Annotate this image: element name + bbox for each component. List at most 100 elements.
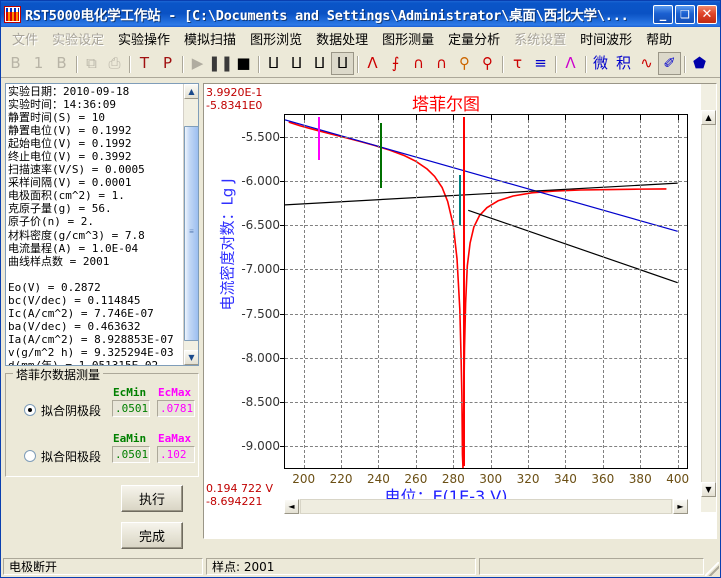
menu-item-6[interactable]: 图形测量 [375, 27, 441, 50]
eamin-input[interactable]: .0501 [112, 446, 150, 463]
electrode-icon[interactable]: ⬟ [688, 52, 711, 75]
resize-grip-icon[interactable] [705, 562, 719, 576]
x-tick-mark [528, 115, 529, 120]
info-line: 扫描速率(V/S) = 0.0005 [8, 163, 182, 176]
menu-item-4[interactable]: 图形浏览 [243, 27, 309, 50]
menu-item-7[interactable]: 定量分析 [441, 27, 507, 50]
x-tick-mark [603, 115, 604, 120]
chart-horizontal-scrollbar[interactable]: ◄ ► [284, 499, 688, 514]
info-vertical-scrollbar[interactable]: ▲ ▼ [183, 84, 198, 365]
menu-item-9[interactable]: 时间波形 [573, 27, 639, 50]
open-file-icon[interactable]: ὜1 [27, 52, 50, 75]
baseline-icon[interactable]: ⨍ [384, 52, 407, 75]
y-tick-mark [280, 225, 285, 226]
grid-line-vertical [603, 115, 604, 468]
copy-icon[interactable]: ⧉ [80, 52, 103, 75]
electrode-icon-glyph: ⬟ [693, 56, 706, 71]
smooth-icon[interactable]: ∿ [635, 52, 658, 75]
execute-button[interactable]: 执行 [121, 485, 183, 512]
menu-item-10[interactable]: 帮助 [639, 27, 679, 50]
magenta-cursor[interactable] [318, 117, 320, 160]
zoom-in-icon-glyph: ⚲ [482, 56, 493, 71]
y-tick-mark [280, 358, 285, 359]
info-line: 静置电位(V) = 0.1992 [8, 124, 182, 137]
axis-plus-plus-icon[interactable]: ⨿ [331, 52, 354, 75]
chart-plot-area[interactable]: 200 220 240 260 280 300 320 340 360 380 400 -5.500 -… [284, 114, 688, 469]
stop-icon-glyph: ■ [236, 56, 250, 71]
data-table-icon[interactable]: ≡ [529, 52, 552, 75]
grid-line-vertical [341, 115, 342, 468]
green-cursor[interactable] [380, 123, 382, 187]
x-tick-label: 360 [591, 472, 614, 486]
x-tick-label: 320 [517, 472, 540, 486]
curve-fit-icon-glyph: τ [513, 56, 522, 71]
info-line: 曲线样点数 = 2001 [8, 255, 182, 268]
axis-minus-minus-icon-glyph: ⨿ [268, 56, 279, 71]
chart-scroll-left-icon[interactable]: ◄ [284, 499, 299, 514]
differential-icon[interactable]: 微 [589, 52, 612, 75]
chart-scroll-right-icon[interactable]: ► [673, 499, 688, 514]
scroll-down-icon[interactable]: ▼ [184, 350, 199, 365]
single-peak-icon[interactable]: ∩ [430, 52, 453, 75]
peak-mark-icon[interactable]: Λ [361, 52, 384, 75]
axis-x-plus-icon[interactable]: ⨿ [308, 52, 331, 75]
maximize-button[interactable]: ❑ [675, 5, 695, 24]
multi-peak-icon-glyph: Λ [565, 56, 575, 71]
data-table-icon-glyph: ≡ [534, 56, 547, 71]
teal-cursor[interactable] [459, 175, 461, 225]
close-icon: ✕ [698, 8, 716, 21]
run-icon[interactable]: ▶ [186, 52, 209, 75]
zoom-out-icon[interactable]: ⚲ [453, 52, 476, 75]
grid-line-horizontal [285, 446, 687, 447]
stop-icon[interactable]: ■ [232, 52, 255, 75]
print-icon[interactable]: ⎙ [103, 52, 126, 75]
scroll-thumb[interactable] [184, 126, 199, 341]
integral-icon[interactable]: 积 [612, 52, 635, 75]
peak-mark-icon-glyph: Λ [367, 56, 377, 71]
menu-item-3[interactable]: 模拟扫描 [177, 27, 243, 50]
y-tick-mark [280, 181, 285, 182]
curve-fit-icon[interactable]: τ [506, 52, 529, 75]
save-file-icon[interactable]: ὚B [50, 52, 73, 75]
text-tool-icon[interactable]: T [133, 52, 156, 75]
x-tick-label: 400 [666, 472, 689, 486]
menu-item-5[interactable]: 数据处理 [309, 27, 375, 50]
minimize-button[interactable]: _ [653, 5, 673, 24]
chart-hscroll-track[interactable] [300, 499, 672, 514]
eamax-input[interactable]: .102 [157, 446, 195, 463]
ecmin-input[interactable]: .0501 [112, 400, 150, 417]
pointer-tool-icon[interactable]: P [156, 52, 179, 75]
toolbar-separator [354, 54, 361, 74]
radio-fit-cathodic[interactable] [24, 404, 36, 416]
menu-item-1: 实验设定 [45, 27, 111, 50]
axis-minus-minus-icon[interactable]: ⨿ [262, 52, 285, 75]
axis-x-minus-icon[interactable]: ⨿ [285, 52, 308, 75]
chart-vscroll-track[interactable] [701, 125, 716, 482]
peak-area-icon[interactable]: ∩ [407, 52, 430, 75]
ecmax-input[interactable]: .0781 [157, 400, 195, 417]
pointer-tool-icon-glyph: P [163, 56, 172, 71]
single-peak-icon-glyph: ∩ [436, 56, 447, 71]
grid-line-horizontal [285, 225, 687, 226]
radio-fit-anodic[interactable] [24, 450, 36, 462]
zoom-in-icon[interactable]: ⚲ [476, 52, 499, 75]
toolbar-separator [255, 54, 262, 74]
toolbar-separator [681, 54, 688, 74]
new-file-icon-glyph: ὜B [10, 56, 20, 71]
red-cursor[interactable] [463, 117, 465, 466]
chart-vertical-scrollbar[interactable]: ▲ ▼ [701, 84, 716, 512]
x-tick-mark [640, 115, 641, 120]
chart-scroll-up-icon[interactable]: ▲ [701, 110, 716, 125]
y-tick-mark [280, 137, 285, 138]
multi-peak-icon[interactable]: Λ [559, 52, 582, 75]
info-line: 克原子量(g) = 56. [8, 202, 182, 215]
close-button[interactable]: ✕ [697, 5, 717, 24]
finish-button[interactable]: 完成 [121, 522, 183, 549]
new-file-icon[interactable]: ὜B [4, 52, 27, 75]
menu-item-2[interactable]: 实验操作 [111, 27, 177, 50]
pause-icon[interactable]: ❚❚ [209, 52, 232, 75]
experiment-info-listbox[interactable]: 实验日期：2010-09-18 实验时间：14:36:09 静置时间(S) = 10… [5, 83, 199, 366]
tafel-icon[interactable]: ✐ [658, 52, 681, 75]
chart-scroll-down-icon[interactable]: ▼ [701, 482, 716, 497]
scroll-up-icon[interactable]: ▲ [184, 84, 199, 99]
